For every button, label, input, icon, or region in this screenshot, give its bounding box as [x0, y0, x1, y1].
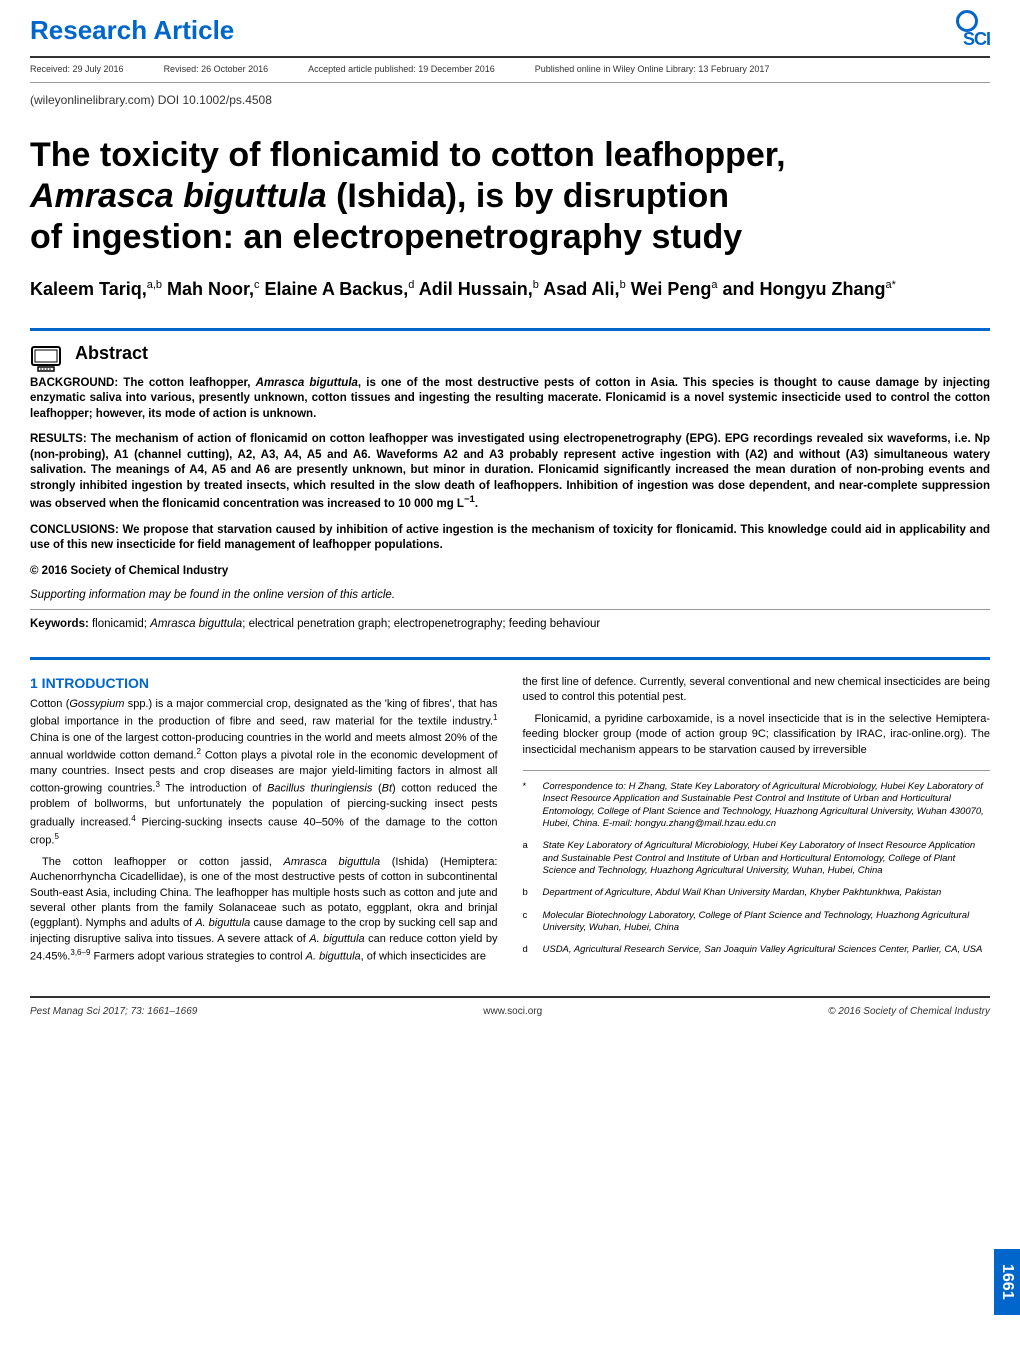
supporting-info: Supporting information may be found in t…	[30, 589, 990, 601]
intro-heading: 1 INTRODUCTION	[30, 675, 498, 691]
accepted-date: Accepted article published: 19 December …	[308, 64, 495, 74]
affil-marker: c	[523, 910, 535, 935]
sci-logo: SCI	[940, 10, 990, 50]
affil-text: Department of Agriculture, Abdul Wail Kh…	[543, 887, 942, 899]
affil-marker: a	[523, 840, 535, 877]
title-line2-rest: (Ishida), is by disruption	[327, 177, 729, 215]
affiliation-item: c Molecular Biotechnology Laboratory, Co…	[523, 910, 991, 935]
intro-p3: the first line of defence. Currently, se…	[523, 675, 991, 706]
abstract-results: RESULTS: The mechanism of action of flon…	[30, 432, 990, 512]
revised-date: Revised: 26 October 2016	[164, 64, 269, 74]
top-bar: Research Article SCI	[0, 0, 1020, 50]
intro-p2: The cotton leafhopper or cotton jassid, …	[30, 855, 498, 965]
doi-line: (wileyonlinelibrary.com) DOI 10.1002/ps.…	[0, 85, 1020, 115]
monitor-icon	[30, 345, 62, 373]
affil-text: Correspondence to: H Zhang, State Key La…	[543, 781, 991, 830]
article-type-label: Research Article	[30, 15, 234, 46]
affiliation-item: d USDA, Agricultural Research Service, S…	[523, 944, 991, 956]
affil-text: State Key Laboratory of Agricultural Mic…	[543, 840, 991, 877]
keywords-label: Keywords:	[30, 618, 89, 630]
affil-marker: *	[523, 781, 535, 830]
abstract-conclusions: CONCLUSIONS: We propose that starvation …	[30, 523, 990, 554]
affil-marker: d	[523, 944, 535, 956]
received-date: Received: 29 July 2016	[30, 64, 124, 74]
footer-left: Pest Manag Sci 2017; 73: 1661–1669	[30, 1006, 197, 1017]
right-column: the first line of defence. Currently, se…	[523, 675, 991, 971]
main-content-columns: 1 INTRODUCTION Cotton (Gossypium spp.) i…	[0, 660, 1020, 986]
affil-marker: b	[523, 887, 535, 899]
title-species: Amrasca biguttula	[30, 177, 327, 215]
affiliation-item: a State Key Laboratory of Agricultural M…	[523, 840, 991, 877]
abstract-copyright: © 2016 Society of Chemical Industry	[30, 564, 990, 580]
affiliations-block: * Correspondence to: H Zhang, State Key …	[523, 770, 991, 957]
author-list: Kaleem Tariq,a,b Mah Noor,c Elaine A Bac…	[0, 267, 1020, 312]
title-line1: The toxicity of flonicamid to cotton lea…	[30, 136, 786, 174]
footer-center: www.soci.org	[483, 1006, 542, 1017]
logo-text: SCI	[963, 29, 990, 50]
divider	[30, 609, 990, 610]
affil-text: USDA, Agricultural Research Service, San…	[543, 944, 983, 956]
keywords-line: Keywords: flonicamid; Amrasca biguttula;…	[30, 618, 990, 630]
left-column: 1 INTRODUCTION Cotton (Gossypium spp.) i…	[30, 675, 498, 971]
affiliation-item: * Correspondence to: H Zhang, State Key …	[523, 781, 991, 830]
publication-meta-row: Received: 29 July 2016 Revised: 26 Octob…	[0, 58, 1020, 80]
affil-text: Molecular Biotechnology Laboratory, Coll…	[543, 910, 991, 935]
affiliation-item: b Department of Agriculture, Abdul Wail …	[523, 887, 991, 899]
page-number-tab: 1661	[994, 1249, 1020, 1315]
title-line3: of ingestion: an electropenetrography st…	[30, 218, 742, 256]
intro-p1: Cotton (Gossypium spp.) is a major comme…	[30, 697, 498, 849]
intro-p4: Flonicamid, a pyridine carboxamide, is a…	[523, 712, 991, 758]
footer-right: © 2016 Society of Chemical Industry	[828, 1006, 990, 1017]
online-date: Published online in Wiley Online Library…	[535, 64, 770, 74]
abstract-section: Abstract BACKGROUND: The cotton leafhopp…	[0, 331, 1020, 643]
article-title: The toxicity of flonicamid to cotton lea…	[0, 115, 1020, 267]
page-footer: Pest Manag Sci 2017; 73: 1661–1669 www.s…	[30, 996, 990, 1037]
divider	[30, 82, 990, 83]
keywords-text: flonicamid; Amrasca biguttula; electrica…	[89, 618, 600, 630]
abstract-heading: Abstract	[75, 343, 990, 364]
abstract-background: BACKGROUND: The cotton leafhopper, Amras…	[30, 376, 990, 423]
